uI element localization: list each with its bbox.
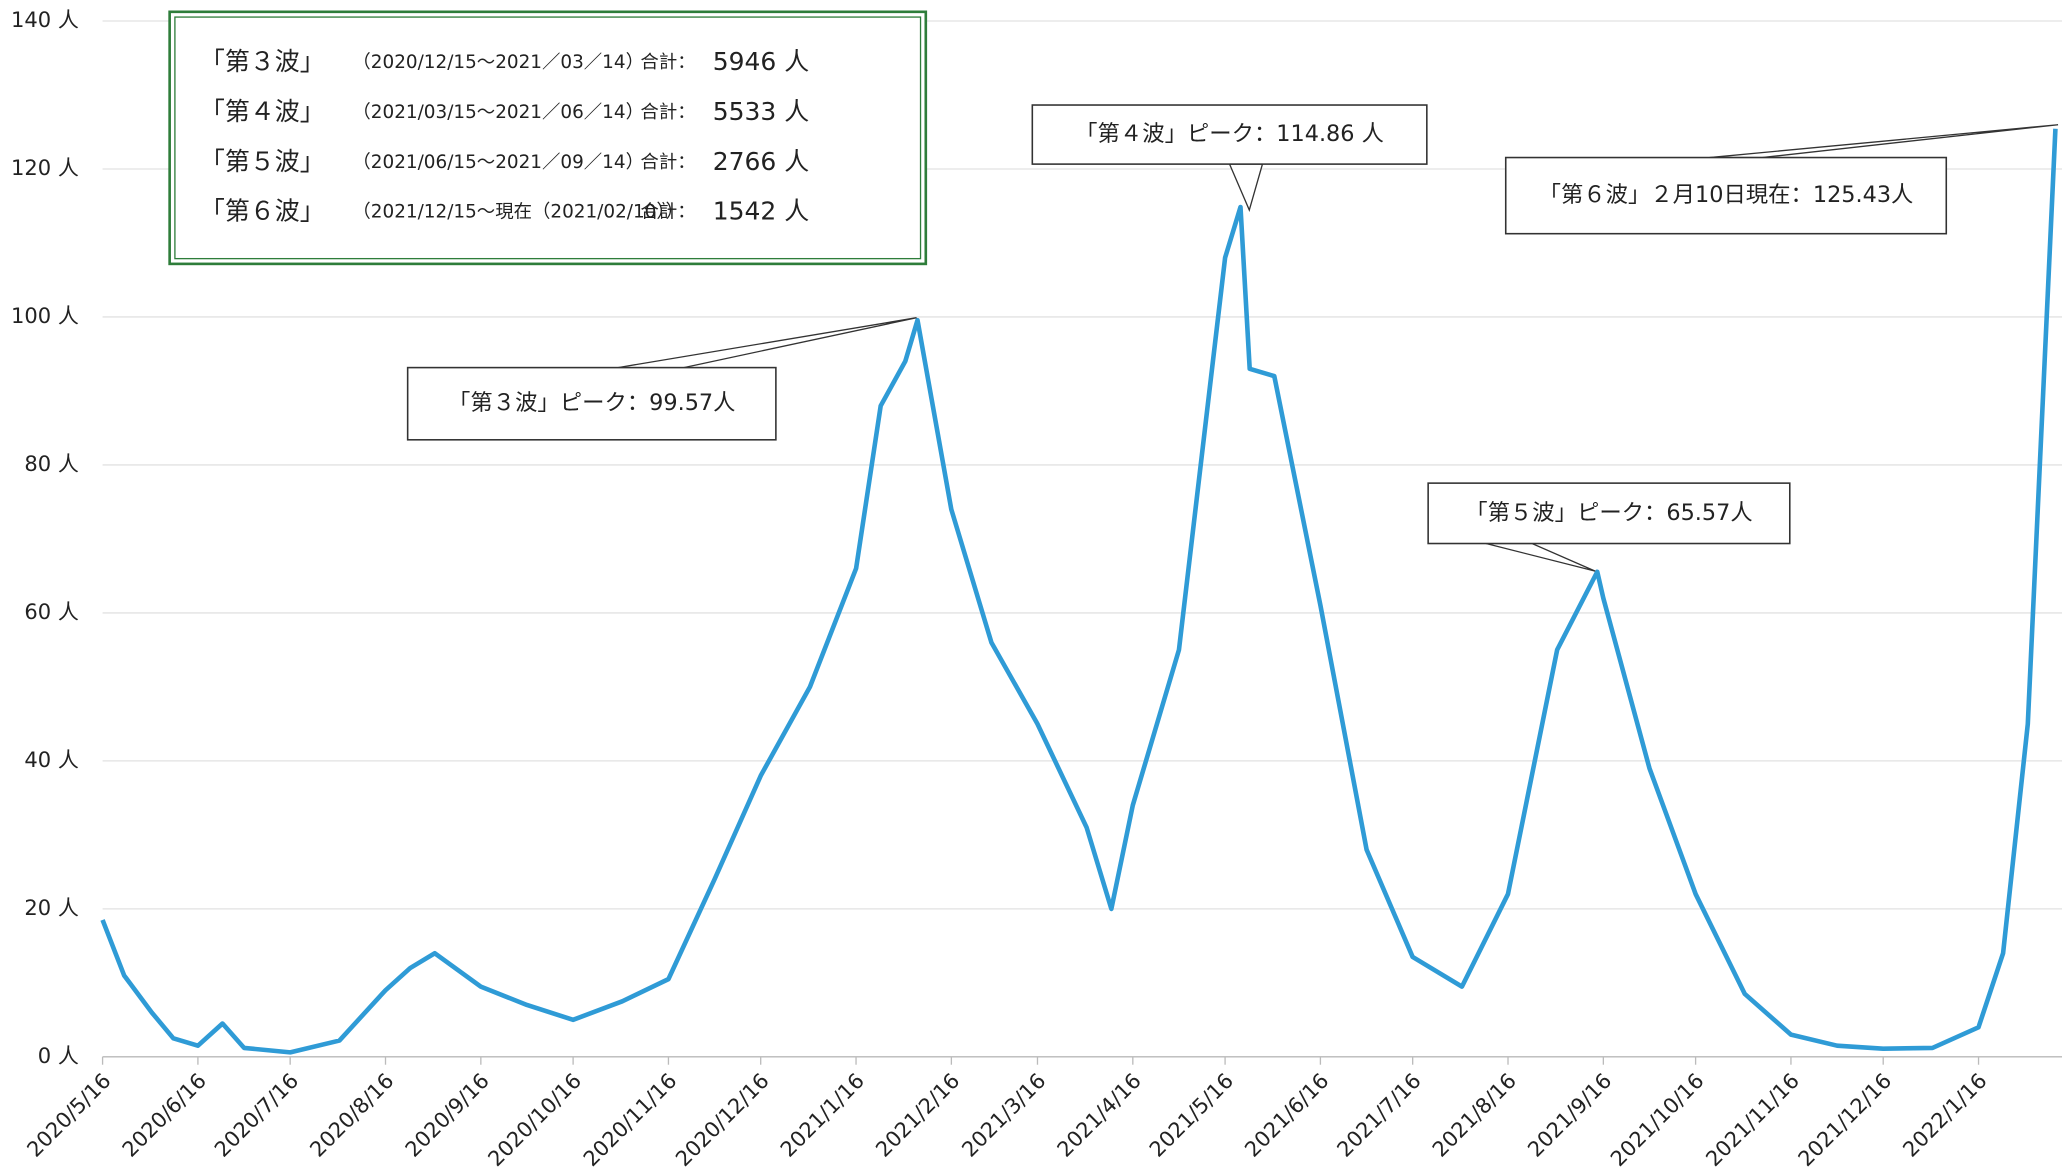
x-tick-label: 2020/9/16	[400, 1068, 494, 1162]
y-tick-label: 20 人	[24, 895, 78, 920]
y-tick-label: 100 人	[11, 303, 79, 328]
callout-text: 「第６波」２月10日現在：125.43人	[1539, 182, 1914, 208]
summary-total-label: 合計：	[640, 102, 695, 123]
summary-period: （2021/12/15～現在（2021/02/10））	[352, 202, 684, 223]
x-tick-label: 2021/4/16	[1052, 1068, 1146, 1162]
summary-period: （2021/03/15～2021／06／14）	[352, 102, 644, 123]
callout-pointer	[1709, 124, 2059, 159]
x-tick-label: 2020/6/16	[117, 1068, 211, 1162]
callout-box	[1427, 482, 1791, 545]
summary-period: （2021/06/15～2021／09／14）	[352, 152, 644, 173]
x-tick-label: 2021/11/16	[1701, 1068, 1804, 1171]
summary-total: 2766 人	[713, 147, 810, 176]
x-tick-label: 2020/10/16	[483, 1068, 586, 1171]
x-tick-label: 2021/8/16	[1427, 1068, 1521, 1162]
x-tick-label: 2021/2/16	[870, 1068, 964, 1162]
callout-text: 「第３波」ピーク：99.57人	[448, 390, 735, 416]
x-tick-label: 2022/1/16	[1898, 1068, 1992, 1162]
callout-box	[1504, 156, 1948, 235]
y-tick-label: 140 人	[11, 7, 79, 32]
summary-total-label: 合計：	[640, 202, 695, 223]
summary-box-inner	[174, 16, 922, 260]
x-tick-label: 2021/6/16	[1240, 1068, 1334, 1162]
callout-box	[406, 366, 777, 441]
x-tick-label: 2021/7/16	[1332, 1068, 1426, 1162]
callout-pointer	[1228, 163, 1264, 213]
x-tick-label: 2020/12/16	[670, 1068, 773, 1171]
summary-wave: 「第５波」	[200, 147, 325, 176]
x-tick-label: 2020/11/16	[578, 1068, 681, 1171]
x-tick-label: 2020/5/16	[22, 1068, 116, 1162]
summary-total: 5946 人	[713, 47, 810, 76]
summary-wave: 「第６波」	[200, 197, 325, 226]
x-tick-label: 2021/12/16	[1793, 1068, 1896, 1171]
summary-wave: 「第４波」	[200, 97, 325, 126]
x-tick-label: 2020/7/16	[209, 1068, 303, 1162]
summary-total-label: 合計：	[640, 152, 695, 173]
callout-pointer	[1485, 542, 1596, 572]
x-tick-label: 2021/10/16	[1605, 1068, 1708, 1171]
callout-pointer	[617, 317, 917, 369]
summary-period: （2020/12/15～2021／03／14）	[352, 52, 644, 73]
y-tick-label: 120 人	[11, 155, 79, 180]
y-tick-label: 80 人	[24, 451, 78, 476]
y-tick-label: 40 人	[24, 747, 78, 772]
summary-total-label: 合計：	[640, 52, 695, 73]
x-tick-label: 2021/3/16	[957, 1068, 1051, 1162]
callout-text: 「第４波」ピーク：114.86 人	[1075, 121, 1384, 147]
x-tick-label: 2021/9/16	[1522, 1068, 1616, 1162]
summary-wave: 「第３波」	[200, 47, 325, 76]
y-tick-label: 60 人	[24, 599, 78, 624]
series-line	[100, 128, 2058, 1055]
x-tick-label: 2020/8/16	[305, 1068, 399, 1162]
callout-text: 「第５波」ピーク：65.57人	[1465, 500, 1752, 526]
summary-box-outer	[168, 10, 928, 266]
summary-total: 5533 人	[713, 97, 810, 126]
callout-box	[1031, 104, 1428, 165]
x-tick-label: 2021/5/16	[1144, 1068, 1238, 1162]
x-tick-label: 2021/1/16	[775, 1068, 869, 1162]
summary-total: 1542 人	[713, 197, 810, 226]
y-tick-label: 0 人	[38, 1043, 79, 1068]
